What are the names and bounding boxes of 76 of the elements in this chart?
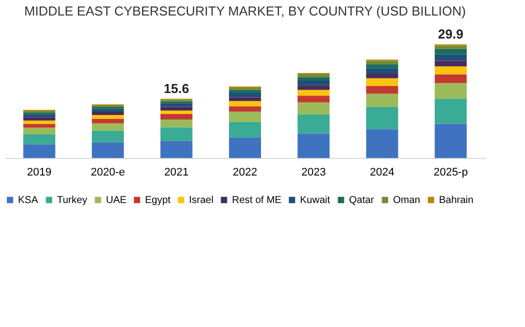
bar bbox=[92, 118, 124, 124]
bar bbox=[434, 54, 467, 61]
x-tick-label: 2022 bbox=[232, 166, 258, 178]
bar bbox=[366, 64, 398, 68]
bar bbox=[23, 134, 56, 144]
bar bbox=[366, 106, 398, 130]
x-tick-label: 2023 bbox=[301, 166, 326, 178]
bar bbox=[434, 48, 467, 54]
bar bbox=[160, 120, 192, 128]
bar bbox=[23, 114, 56, 118]
bar bbox=[434, 60, 467, 66]
legend-label: KSA bbox=[18, 195, 38, 206]
bar bbox=[92, 123, 124, 131]
bar bbox=[434, 83, 467, 99]
bar bbox=[92, 130, 124, 142]
bar bbox=[229, 112, 261, 122]
bar bbox=[434, 66, 467, 74]
bar bbox=[298, 77, 330, 80]
bar bbox=[23, 124, 56, 128]
bar bbox=[23, 128, 56, 134]
bar bbox=[229, 106, 261, 112]
legend-label: Oman bbox=[393, 195, 420, 206]
bar bbox=[160, 114, 192, 120]
bar bbox=[434, 98, 467, 124]
bar bbox=[229, 90, 261, 93]
bar bbox=[298, 85, 330, 90]
bar bbox=[366, 129, 398, 158]
bar bbox=[160, 110, 192, 114]
bar bbox=[92, 112, 124, 116]
x-tick-label: 2019 bbox=[27, 166, 52, 178]
annotation: 15.6 bbox=[164, 80, 190, 96]
legend-label: UAE bbox=[106, 195, 127, 206]
bar bbox=[298, 114, 330, 134]
bar bbox=[229, 97, 261, 101]
bar bbox=[298, 90, 330, 96]
x-tick-label: 2020-e bbox=[90, 166, 125, 178]
legend-label: Bahrain bbox=[439, 195, 474, 206]
bar bbox=[23, 117, 56, 120]
bar bbox=[229, 122, 261, 138]
bar bbox=[229, 93, 261, 98]
legend-label: Kuwait bbox=[300, 195, 330, 206]
bar bbox=[160, 127, 192, 141]
bar bbox=[366, 68, 398, 74]
chart-title: MIDDLE EAST CYBERSECURITY MARKET, BY COUNTRY (USD BILLION) bbox=[24, 3, 466, 18]
legend-label: Rest of ME bbox=[232, 195, 282, 206]
bar bbox=[298, 134, 330, 158]
bar bbox=[366, 86, 398, 94]
bar bbox=[298, 96, 330, 102]
bar bbox=[434, 74, 467, 84]
annotation: 29.9 bbox=[438, 26, 464, 42]
x-tick-label: 2024 bbox=[370, 166, 394, 178]
bar bbox=[434, 124, 467, 158]
bar bbox=[92, 115, 124, 119]
bar bbox=[92, 142, 124, 158]
bar bbox=[366, 61, 398, 64]
bar bbox=[298, 102, 330, 114]
x-tick-label: 2025-p bbox=[434, 166, 468, 178]
x-tick-label: 2021 bbox=[164, 166, 189, 178]
bar bbox=[298, 80, 330, 86]
bar bbox=[366, 94, 398, 107]
bar bbox=[366, 78, 398, 86]
bar bbox=[229, 137, 261, 158]
bar bbox=[298, 74, 330, 78]
bar bbox=[434, 46, 467, 49]
legend-label: Qatar bbox=[349, 195, 375, 206]
bar bbox=[366, 74, 398, 78]
bar bbox=[23, 120, 56, 124]
bar bbox=[229, 100, 261, 106]
bar bbox=[160, 106, 192, 110]
bar bbox=[92, 108, 124, 112]
legend-label: Turkey bbox=[57, 195, 88, 206]
legend-label: Egypt bbox=[145, 195, 171, 206]
bar bbox=[160, 140, 192, 158]
bar bbox=[160, 103, 192, 107]
legend-label: Israel bbox=[189, 195, 214, 206]
bar bbox=[23, 144, 56, 158]
